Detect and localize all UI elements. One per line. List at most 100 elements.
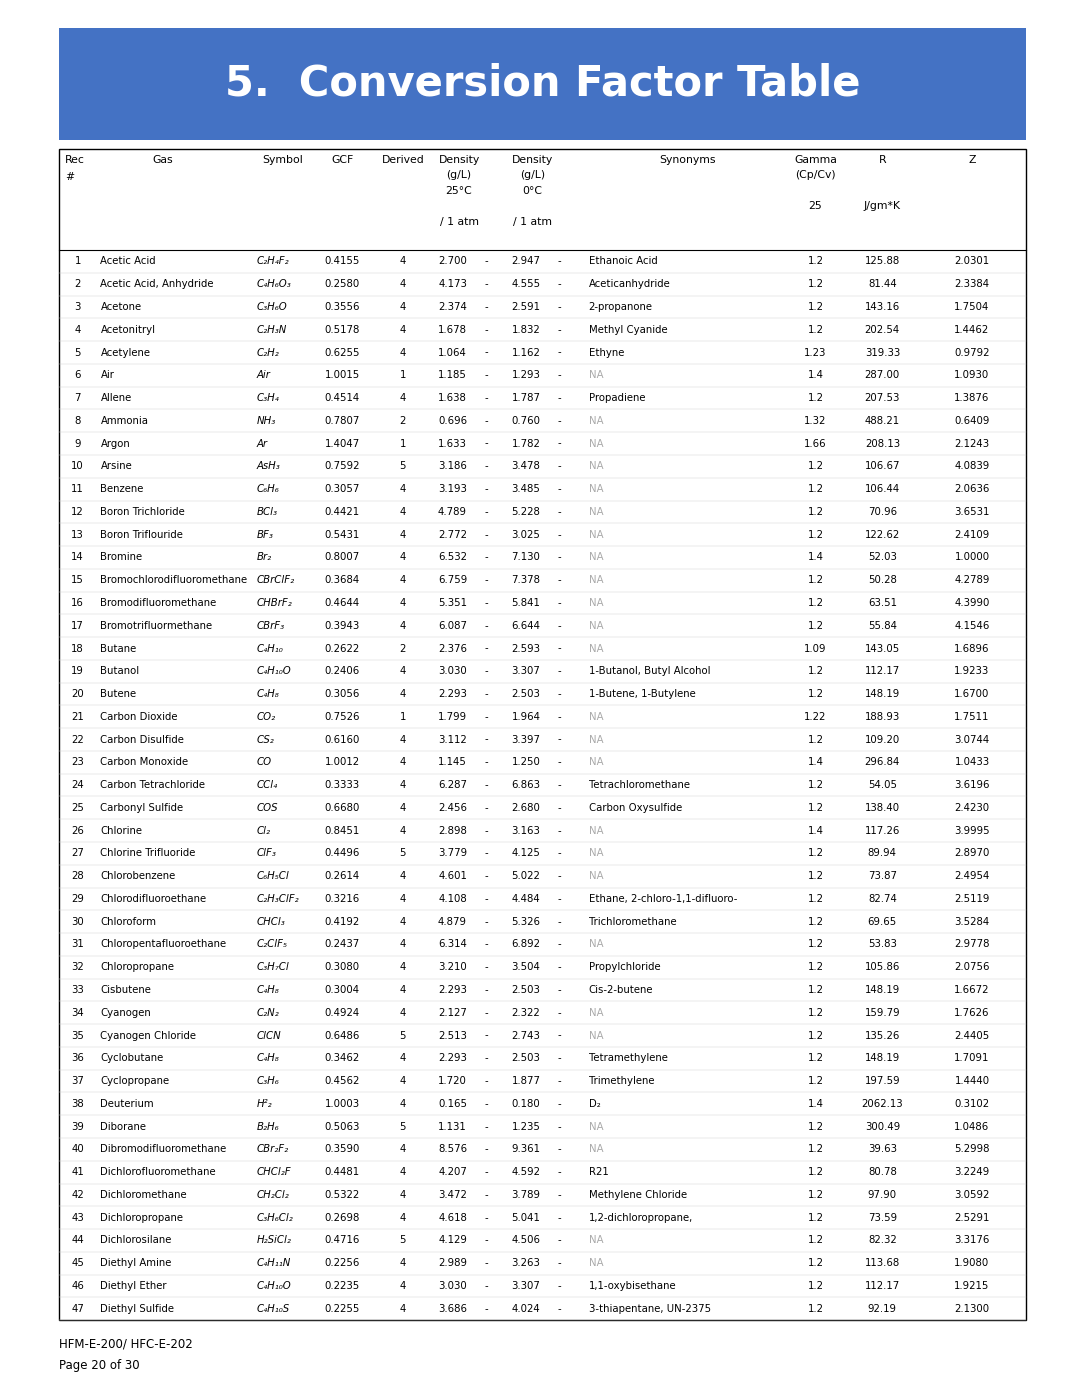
Text: 0.3080: 0.3080 xyxy=(325,963,360,972)
Text: -: - xyxy=(484,507,488,517)
Text: (Cp/Cv): (Cp/Cv) xyxy=(795,170,836,180)
Text: 3.025: 3.025 xyxy=(512,529,540,539)
Text: Chloropropane: Chloropropane xyxy=(100,963,175,972)
Text: Arsine: Arsine xyxy=(100,461,132,471)
Text: 20: 20 xyxy=(71,689,84,698)
Text: 1.2: 1.2 xyxy=(808,1031,823,1041)
Text: 4.2789: 4.2789 xyxy=(955,576,989,585)
Text: 1.4: 1.4 xyxy=(808,370,823,380)
Text: NA: NA xyxy=(589,529,603,539)
Text: -: - xyxy=(557,689,562,698)
Text: 2.293: 2.293 xyxy=(438,1053,467,1063)
Text: C₆H₆: C₆H₆ xyxy=(257,485,280,495)
Text: 1.7091: 1.7091 xyxy=(955,1053,989,1063)
Text: 0.5322: 0.5322 xyxy=(325,1190,360,1200)
Text: 202.54: 202.54 xyxy=(865,324,900,335)
Text: Bromine: Bromine xyxy=(100,552,143,563)
Text: 113.68: 113.68 xyxy=(865,1259,900,1268)
Text: 4: 4 xyxy=(400,485,406,495)
Text: 7: 7 xyxy=(75,393,81,404)
Text: NA: NA xyxy=(589,507,603,517)
Text: 1.162: 1.162 xyxy=(512,348,540,358)
Text: 3.193: 3.193 xyxy=(438,485,467,495)
Text: -: - xyxy=(484,529,488,539)
Text: B₂H₆: B₂H₆ xyxy=(257,1122,280,1132)
Text: 2.743: 2.743 xyxy=(512,1031,540,1041)
Text: 1.2: 1.2 xyxy=(808,848,823,858)
Text: -: - xyxy=(557,712,562,722)
Text: 25°C: 25°C xyxy=(446,186,472,196)
Text: Butanol: Butanol xyxy=(100,666,139,676)
Text: 4.484: 4.484 xyxy=(512,894,540,904)
Text: Tetramethylene: Tetramethylene xyxy=(589,1053,667,1063)
Text: 30: 30 xyxy=(71,916,84,926)
Text: 5: 5 xyxy=(400,461,406,471)
Text: 1.23: 1.23 xyxy=(805,348,826,358)
Text: CHBrF₂: CHBrF₂ xyxy=(257,598,293,608)
Text: 39: 39 xyxy=(71,1122,84,1132)
Text: GCF: GCF xyxy=(332,155,353,165)
Text: Boron Trichloride: Boron Trichloride xyxy=(100,507,185,517)
Text: 296.84: 296.84 xyxy=(865,757,900,767)
Text: 0.4514: 0.4514 xyxy=(325,393,360,404)
Text: Chloropentafluoroethane: Chloropentafluoroethane xyxy=(100,940,227,950)
Text: 5: 5 xyxy=(400,1122,406,1132)
Text: 15: 15 xyxy=(71,576,84,585)
Text: 1.9233: 1.9233 xyxy=(955,666,989,676)
Text: 25: 25 xyxy=(71,803,84,813)
Text: 1.4440: 1.4440 xyxy=(955,1076,989,1085)
Text: 80.78: 80.78 xyxy=(868,1166,896,1178)
Text: 70.96: 70.96 xyxy=(868,507,896,517)
Text: 1.6672: 1.6672 xyxy=(955,985,989,995)
Text: 3-thiapentane, UN-2375: 3-thiapentane, UN-2375 xyxy=(589,1303,711,1313)
Text: 1.9080: 1.9080 xyxy=(955,1259,989,1268)
Text: / 1 atm: / 1 atm xyxy=(440,217,478,226)
Text: -: - xyxy=(557,644,562,654)
Text: 0.4924: 0.4924 xyxy=(325,1007,360,1018)
Text: 5.022: 5.022 xyxy=(512,872,540,882)
Text: 63.51: 63.51 xyxy=(868,598,896,608)
Text: 1.7504: 1.7504 xyxy=(955,302,989,312)
Text: -: - xyxy=(484,872,488,882)
Text: Methylene Chloride: Methylene Chloride xyxy=(589,1190,687,1200)
Text: 1.2: 1.2 xyxy=(808,393,823,404)
Text: -: - xyxy=(484,894,488,904)
Text: J/gm*K: J/gm*K xyxy=(864,201,901,211)
Text: -: - xyxy=(557,416,562,426)
Text: Synonyms: Synonyms xyxy=(660,155,716,165)
Text: Cisbutene: Cisbutene xyxy=(100,985,151,995)
Text: 0.8451: 0.8451 xyxy=(325,826,360,835)
Text: -: - xyxy=(484,416,488,426)
Text: NA: NA xyxy=(589,757,603,767)
Text: -: - xyxy=(484,1166,488,1178)
Text: 8: 8 xyxy=(75,416,81,426)
Text: BCl₃: BCl₃ xyxy=(257,507,278,517)
Text: C₄H₈: C₄H₈ xyxy=(257,1053,280,1063)
Text: 0.2235: 0.2235 xyxy=(325,1281,360,1291)
Text: 1.4: 1.4 xyxy=(808,826,823,835)
Text: 4: 4 xyxy=(400,324,406,335)
Text: -: - xyxy=(557,803,562,813)
Text: NA: NA xyxy=(589,461,603,471)
Text: 4: 4 xyxy=(400,872,406,882)
Text: 44: 44 xyxy=(71,1235,84,1246)
Text: 0.2406: 0.2406 xyxy=(325,666,360,676)
Text: C₂N₂: C₂N₂ xyxy=(257,1007,280,1018)
Text: 0.7807: 0.7807 xyxy=(325,416,360,426)
Text: C₆H₅Cl: C₆H₅Cl xyxy=(257,872,289,882)
Text: 3.789: 3.789 xyxy=(512,1190,540,1200)
Text: 287.00: 287.00 xyxy=(865,370,900,380)
Text: 1.2: 1.2 xyxy=(808,985,823,995)
Text: 32: 32 xyxy=(71,963,84,972)
Text: 4.173: 4.173 xyxy=(438,279,467,289)
Text: 82.32: 82.32 xyxy=(868,1235,896,1246)
Text: 4: 4 xyxy=(400,552,406,563)
Text: 4.555: 4.555 xyxy=(512,279,540,289)
Text: 1.787: 1.787 xyxy=(512,393,540,404)
Text: 1.7511: 1.7511 xyxy=(955,712,989,722)
Text: 3.030: 3.030 xyxy=(438,1281,467,1291)
Text: C₄H₁₀O: C₄H₁₀O xyxy=(257,666,292,676)
Text: Deuterium: Deuterium xyxy=(100,1099,154,1109)
Text: 0.7526: 0.7526 xyxy=(325,712,360,722)
Text: 1-Butanol, Butyl Alcohol: 1-Butanol, Butyl Alcohol xyxy=(589,666,711,676)
